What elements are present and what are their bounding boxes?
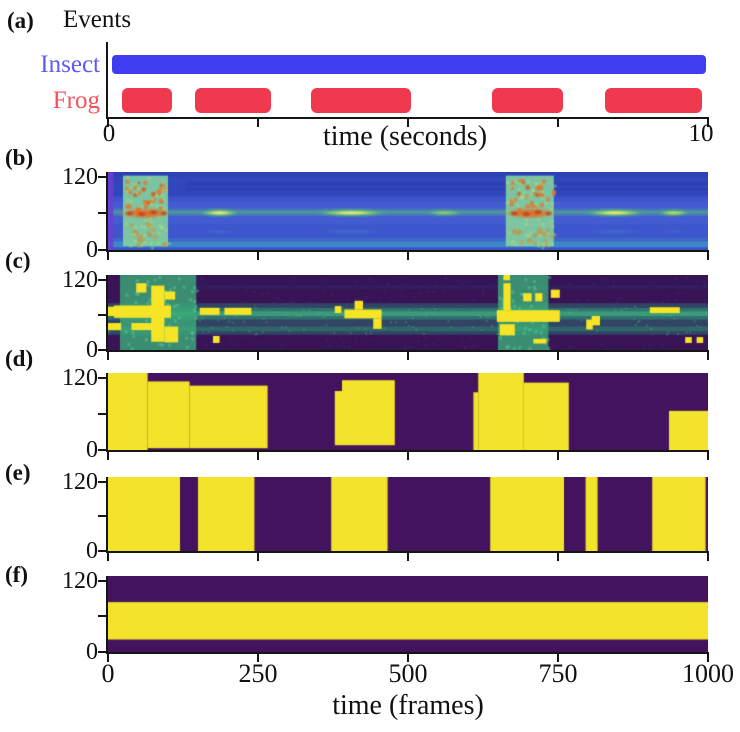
panel-f-heatmap [108,576,708,652]
panel-b-ytick-label-120: 120 [62,163,98,190]
panel-b-xtick-500 [407,252,409,260]
panel-d-ytick-0 [98,449,107,451]
panel-c-x-spine [106,350,709,352]
panel-f-label: (f) [5,562,28,587]
panel-f-xtick-1000 [707,654,709,662]
panel-c-xtick-1000 [707,352,709,360]
panel-c-xtick-750 [557,352,559,360]
panel-f-xtick-500 [407,654,409,662]
panel-a-x-axis-title: time (seconds) [322,121,488,152]
panel-e-x-spine [106,551,709,553]
panel-b-heatmap [108,172,708,250]
panel-b-xtick-250 [257,252,259,260]
panel-e-xtick-500 [407,553,409,561]
panel-b-xtick-750 [557,252,559,260]
panel-b-x-spine [106,250,709,252]
panel-e-ytick-label-0: 0 [86,538,98,564]
panel-f-y-spine [106,576,108,654]
panel-d-xtick-250 [257,452,259,460]
panel-e-y-spine [106,477,108,553]
x-axis-tick-label-1000: 1000 [682,659,734,688]
panel-f-x-spine [106,652,709,654]
panel-a-xtick-0 [107,119,109,127]
panel-c-xtick-250 [257,352,259,360]
panel-b-xtick-0 [107,252,109,260]
panel-b-ytick-120 [98,175,107,178]
panel-c-xtick-0 [107,352,109,360]
panel-b-y-spine [106,172,108,252]
panel-a-y-spine [106,42,108,119]
panel-a-xtick-label-min: 0 [102,120,116,147]
frog-event-bar-4 [605,88,702,113]
panel-d-heatmap [108,373,708,450]
insect-row-label: Insect [40,51,100,78]
panel-a-xtick-1 [257,119,259,127]
panel-d-ytick-label-120: 120 [62,364,98,391]
panel-c-ytick-label-0: 0 [86,337,98,363]
panel-e-xtick-1000 [707,553,709,561]
panel-a-xtick-3 [557,119,559,127]
panel-a-x-spine [106,117,709,119]
panel-e-xtick-0 [107,553,109,561]
panel-b-ytick-0 [98,249,107,251]
panel-f-xtick-750 [557,654,559,662]
x-axis-tick-label-750: 750 [538,659,578,688]
panel-c-ytick-120 [98,278,107,281]
panel-f-ytick-label-0: 0 [86,639,98,665]
panel-f-ytick-120 [98,579,107,582]
panel-c-ytick-60 [98,313,107,316]
panel-f-xtick-250 [257,654,259,662]
frog-row-label: Frog [52,87,100,114]
panel-e-heatmap [108,477,708,551]
panel-a-label: (a) [7,8,34,33]
panel-f-xtick-0 [107,654,109,662]
panel-e-ytick-label-120: 120 [62,468,98,495]
panel-d-xtick-500 [407,452,409,460]
panel-a-title: Events [63,6,132,33]
frog-event-bar-3 [492,88,564,113]
panel-f-ytick-60 [98,615,107,618]
panel-f-ytick-label-120: 120 [62,567,98,594]
panel-c-xtick-500 [407,352,409,360]
x-axis-title: time (frames) [332,690,484,721]
panel-b-label: (b) [5,145,34,170]
panel-b-ytick-60 [98,212,107,215]
frog-event-bar-1 [195,88,271,113]
panel-c-ytick-0 [98,349,107,351]
panel-c-label: (c) [5,248,31,273]
panel-e-label: (e) [5,460,31,485]
panel-d-xtick-1000 [707,452,709,460]
panel-a-xtick-2 [407,119,409,127]
x-axis-tick-label-0: 0 [101,659,115,688]
panel-d-xtick-750 [557,452,559,460]
frog-event-bar-2 [310,88,411,113]
panel-f-ytick-0 [98,651,107,653]
panel-a-xtick-label-max: 10 [688,120,714,147]
panel-d-ytick-120 [98,376,107,379]
panel-b-xtick-1000 [707,252,709,260]
panel-d-xtick-0 [107,452,109,460]
panel-c-ytick-label-120: 120 [62,266,98,293]
panel-d-y-spine [106,373,108,452]
panel-c-y-spine [106,275,108,352]
frog-event-bar-0 [121,88,173,113]
panel-c-heatmap [108,275,708,350]
panel-d-x-spine [106,450,709,452]
panel-b-ytick-label-0: 0 [86,237,98,263]
panel-e-xtick-750 [557,553,559,561]
x-axis-tick-label-250: 250 [238,659,278,688]
panel-d-label: (d) [5,346,34,371]
panel-e-xtick-250 [257,553,259,561]
panel-a-xtick-4 [707,119,709,127]
x-axis-tick-label-500: 500 [388,659,428,688]
panel-e-ytick-120 [98,480,107,483]
panel-e-ytick-60 [98,515,107,518]
insect-event-bar-0 [111,55,707,74]
panel-d-ytick-label-0: 0 [86,437,98,463]
panel-d-ytick-60 [98,412,107,415]
panel-e-ytick-0 [98,550,107,552]
